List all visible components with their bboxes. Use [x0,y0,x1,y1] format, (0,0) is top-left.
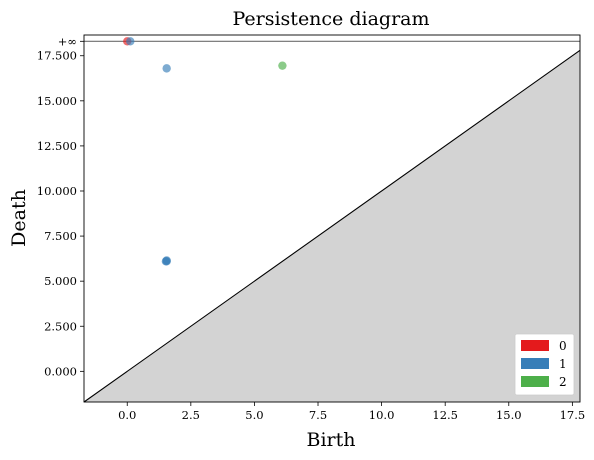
points-group [123,37,287,266]
x-tick-label: 12.5 [432,408,458,422]
legend-swatch-0 [521,340,549,351]
y-tick-label: 17.500 [37,49,77,63]
y-tick-label: 10.000 [37,184,77,198]
chart-title: Persistence diagram [232,8,429,30]
y-axis-ticks: 0.000 2.500 5.000 7.500 10.000 12.500 15.000 17… [37,34,84,378]
x-tick-label: 10.0 [369,408,395,422]
x-axis-label: Birth [307,429,356,451]
legend-label-1: 1 [559,357,567,371]
y-tick-label: 12.500 [37,139,77,153]
legend-swatch-1 [521,358,549,369]
legend-swatch-2 [521,376,549,387]
plot-area [83,34,581,403]
x-tick-label: 15.0 [496,408,522,422]
diagonal-line [83,49,581,403]
x-axis-ticks: 0.0 2.5 5.0 7.5 10.0 12.5 15.0 17.5 [118,402,585,422]
x-tick-label: 17.5 [560,408,586,422]
legend-label-2: 2 [559,375,567,389]
y-tick-label: 5.000 [44,274,77,288]
legend: 0 1 2 [514,333,575,396]
x-tick-label: 5.0 [245,408,263,422]
y-tick-label: 2.500 [44,319,77,333]
series-1-point [162,64,171,73]
y-tick-label: 7.500 [44,229,77,243]
y-tick-label: 15.000 [37,94,77,108]
plot-frame [83,34,581,403]
y-axis-label: Death [8,189,30,247]
series-1-point [161,257,171,266]
legend-label-0: 0 [559,339,567,353]
infinity-tick-label: +∞ [58,34,77,48]
x-tick-label: 0.0 [118,408,136,422]
y-tick-label: 0.000 [44,364,77,378]
x-tick-label: 7.5 [309,408,327,422]
series-2-point [278,61,287,70]
x-tick-label: 2.5 [182,408,200,422]
series-1-point [126,37,135,46]
